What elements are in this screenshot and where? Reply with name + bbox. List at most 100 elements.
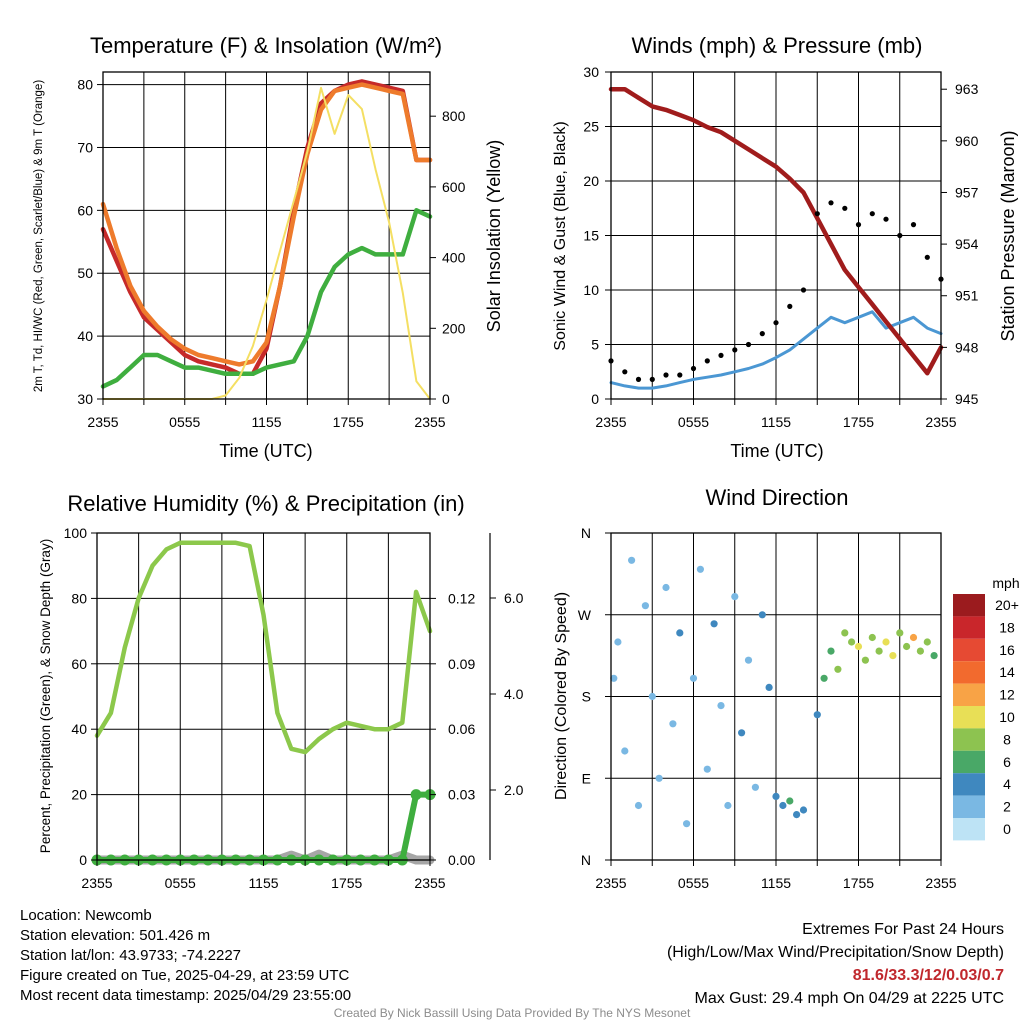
gust-point — [649, 376, 655, 382]
direction-point — [854, 642, 863, 651]
rh-line — [94, 540, 433, 755]
temp-series-line-2 — [100, 208, 433, 389]
y2-tick-label: 800 — [442, 108, 466, 124]
y2-tick-label: 400 — [442, 250, 466, 266]
plot-frame-winds — [610, 71, 942, 400]
gust-point — [842, 205, 848, 211]
direction-point — [916, 647, 925, 655]
x-axis-label: Time (UTC) — [730, 441, 823, 461]
x-tick-label: 1155 — [251, 414, 281, 430]
direction-point — [634, 801, 643, 810]
legend-label: 10 — [999, 709, 1015, 725]
gust-point — [718, 352, 724, 358]
x-tick-label: 1155 — [248, 875, 278, 891]
direction-point — [875, 647, 883, 655]
legend-swatch — [953, 616, 985, 639]
direction-point — [717, 702, 725, 710]
direction-point — [662, 583, 670, 592]
y-tick-label: 20 — [583, 173, 599, 189]
direction-point — [786, 797, 794, 805]
x-tick-label: 0555 — [678, 414, 709, 430]
y2-tick-label: 0.00 — [448, 852, 475, 868]
legend-swatch — [953, 728, 985, 751]
x-tick-label: 0555 — [165, 875, 196, 891]
gust-point — [855, 222, 862, 228]
gust-point — [883, 216, 889, 222]
chart-title: Relative Humidity (%) & Precipitation (i… — [67, 491, 464, 516]
latlon-text: Station lat/lon: 43.9733; -74.2227 — [20, 947, 242, 964]
legend-swatch — [953, 750, 985, 774]
x-tick-label: 2355 — [925, 875, 956, 891]
y-tick-label: 30 — [77, 391, 93, 407]
gust-point — [622, 369, 628, 375]
direction-point — [696, 565, 705, 573]
pressure-line — [608, 86, 944, 376]
y2-axis-label: Station Pressure (Maroon) — [998, 130, 1018, 341]
legend-label: 4 — [1003, 776, 1011, 792]
x-tick-label: 0555 — [169, 414, 200, 430]
direction-point — [841, 629, 849, 637]
y2-tick-label: 948 — [955, 339, 979, 355]
gust-point — [704, 358, 710, 364]
x-tick-label: 2355 — [414, 414, 445, 430]
direction-point — [610, 674, 618, 682]
direction-point — [827, 647, 835, 655]
legend-label: 8 — [1003, 731, 1011, 747]
direction-point — [683, 820, 691, 828]
direction-point — [614, 638, 622, 646]
direction-point — [889, 652, 897, 660]
y2-tick-label: 600 — [442, 179, 466, 195]
x-tick-label: 1755 — [843, 875, 874, 891]
x-tick-label: 1155 — [761, 414, 791, 430]
x-tick-label: 2355 — [414, 875, 445, 891]
y-tick-label: N — [581, 852, 591, 868]
direction-point — [882, 638, 890, 646]
y2-tick-label: 957 — [955, 184, 979, 200]
extremes-title: Extremes For Past 24 Hours — [802, 921, 1004, 938]
x-tick-label: 2355 — [87, 414, 118, 430]
legend-label: 16 — [999, 642, 1015, 658]
wind-speed-line — [609, 310, 943, 390]
location-text: Location: Newcomb — [20, 907, 152, 924]
direction-point — [628, 556, 636, 564]
direction-point — [903, 642, 911, 651]
direction-point — [799, 806, 808, 814]
x-tick-label: 0555 — [678, 875, 709, 891]
direction-point — [731, 593, 739, 601]
legend-swatch — [953, 661, 985, 684]
y-tick-label: S — [582, 689, 591, 705]
extremes-panel: Extremes For Past 24 Hours (High/Low/Max… — [667, 918, 1004, 1010]
direction-point — [710, 620, 718, 628]
y3-tick-label: 2.0 — [504, 782, 524, 798]
gust-point — [773, 320, 779, 326]
gust-point — [924, 254, 930, 260]
direction-point — [772, 792, 780, 801]
legend-swatch — [953, 773, 985, 796]
x-axis-label: Time (UTC) — [219, 441, 312, 461]
chart-title: Wind Direction — [705, 485, 848, 510]
chart-title: Winds (mph) & Pressure (mb) — [632, 33, 923, 58]
direction-point — [758, 611, 766, 619]
direction-point — [765, 683, 773, 692]
y2-tick-label: 954 — [955, 236, 979, 252]
gust-point — [663, 372, 669, 378]
direction-point — [779, 801, 787, 810]
direction-point — [793, 811, 801, 819]
created-text: Figure created on Tue, 2025-04-29, at 23… — [20, 967, 350, 984]
direction-point — [724, 801, 732, 810]
legend-swatch — [953, 706, 985, 729]
x-tick-label: 2355 — [595, 875, 626, 891]
y2-axis-label: Solar Insolation (Yellow) — [484, 140, 504, 332]
y-tick-label: W — [578, 607, 592, 623]
direction-point — [909, 633, 918, 642]
plot-frame-humidity — [96, 532, 431, 861]
y2-tick-label: 960 — [955, 133, 979, 149]
y-tick-label: 80 — [77, 77, 93, 93]
legend-label: 6 — [1003, 754, 1011, 770]
direction-point — [896, 629, 904, 637]
y2-tick-label: 0.06 — [448, 721, 475, 737]
legend-swatch — [953, 818, 985, 841]
gust-point — [800, 287, 807, 293]
temp-series-line-0 — [100, 79, 433, 377]
y-tick-label: 60 — [71, 656, 87, 672]
